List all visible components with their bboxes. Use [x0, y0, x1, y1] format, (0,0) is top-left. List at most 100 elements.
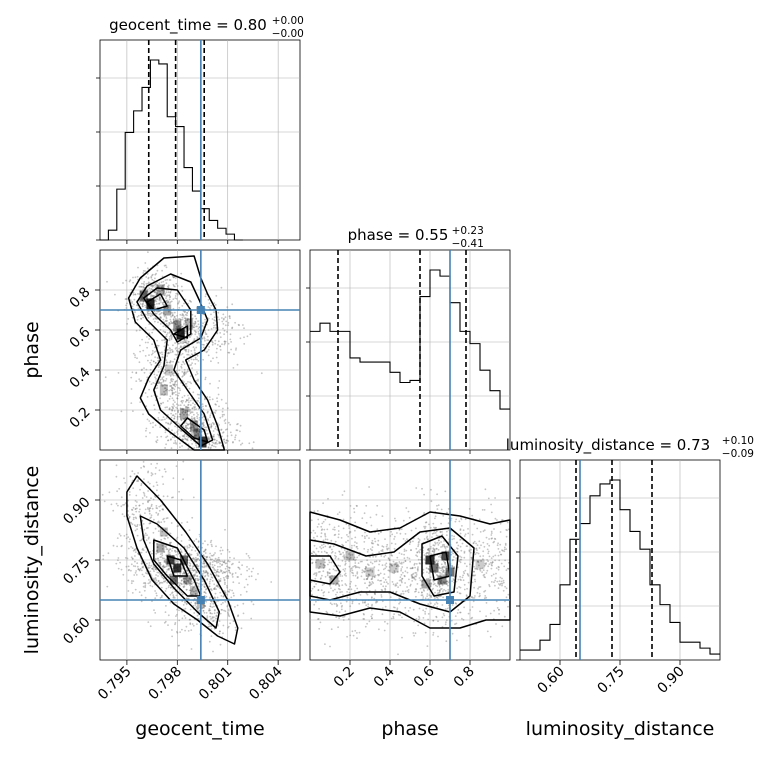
scatter-point — [322, 520, 325, 523]
scatter-point — [167, 439, 169, 442]
scatter-point — [194, 559, 197, 562]
scatter-point — [495, 572, 497, 575]
scatter-point — [327, 591, 330, 594]
scatter-point — [189, 430, 191, 433]
scatter-point — [378, 551, 380, 553]
scatter-point — [173, 392, 176, 394]
scatter-point — [313, 510, 316, 513]
scatter-point — [428, 553, 430, 555]
scatter-point — [175, 594, 178, 597]
scatter-point — [437, 504, 440, 507]
scatter-point — [203, 550, 206, 553]
scatter-point — [446, 530, 448, 533]
scatter-point — [150, 395, 153, 397]
scatter-point — [182, 361, 185, 364]
scatter-point — [376, 600, 379, 603]
scatter-point — [390, 530, 392, 533]
scatter-point — [167, 550, 170, 553]
scatter-point — [201, 337, 204, 340]
scatter-point — [408, 578, 410, 581]
scatter-point — [211, 612, 213, 615]
scatter-point — [154, 376, 157, 379]
scatter-point — [138, 568, 141, 571]
scatter-point — [169, 532, 172, 535]
scatter-point — [195, 570, 198, 573]
scatter-point — [180, 365, 183, 368]
scatter-point — [170, 573, 173, 576]
scatter-point — [131, 305, 134, 308]
scatter-point — [154, 527, 157, 530]
scatter-point — [177, 293, 179, 296]
scatter-point — [235, 429, 238, 432]
scatter-point — [168, 552, 171, 554]
scatter-point — [169, 422, 172, 425]
scatter-point — [394, 520, 397, 522]
scatter-point — [155, 441, 158, 444]
scatter-point — [174, 380, 177, 383]
scatter-point — [179, 404, 182, 407]
scatter-point — [177, 644, 180, 647]
scatter-point — [150, 359, 153, 362]
scatter-point — [134, 565, 137, 568]
scatter-point — [348, 565, 351, 568]
scatter-point — [159, 381, 161, 384]
scatter-point — [183, 394, 186, 397]
scatter-point — [456, 591, 459, 593]
scatter-point — [169, 361, 172, 364]
scatter-point — [193, 348, 196, 350]
scatter-point — [201, 416, 204, 419]
scatter-point — [168, 584, 170, 587]
scatter-point — [181, 438, 184, 441]
scatter-point — [145, 368, 148, 371]
scatter-point — [441, 568, 444, 571]
scatter-point — [434, 515, 437, 518]
scatter-point — [215, 441, 217, 444]
scatter-point — [310, 519, 313, 522]
scatter-point — [166, 435, 169, 438]
scatter-point — [155, 350, 158, 353]
scatter-point — [191, 567, 194, 570]
scatter-point — [197, 541, 200, 543]
scatter-point — [153, 408, 156, 411]
scatter-point — [120, 496, 123, 499]
scatter-point — [331, 603, 333, 606]
scatter-point — [159, 378, 162, 381]
scatter-point — [457, 609, 460, 611]
scatter-point — [192, 564, 195, 567]
scatter-point — [147, 359, 149, 362]
scatter-point — [222, 318, 225, 321]
scatter-point — [162, 325, 165, 328]
scatter-point — [147, 481, 150, 483]
scatter-point — [248, 556, 251, 559]
scatter-point — [167, 286, 170, 288]
scatter-point — [132, 513, 135, 516]
scatter-point — [157, 310, 159, 313]
scatter-point — [335, 610, 338, 613]
scatter-point — [145, 429, 147, 432]
scatter-point — [131, 557, 134, 560]
scatter-point — [440, 563, 443, 566]
scatter-point — [332, 568, 335, 571]
scatter-point — [372, 555, 374, 558]
scatter-point — [412, 608, 415, 611]
scatter-point — [149, 295, 152, 298]
scatter-point — [183, 348, 186, 351]
scatter-point — [186, 439, 188, 441]
scatter-point — [159, 505, 162, 507]
scatter-point — [392, 560, 395, 563]
scatter-point — [442, 596, 444, 599]
scatter-point — [214, 339, 217, 342]
scatter-point — [161, 302, 164, 304]
scatter-point — [432, 522, 435, 525]
scatter-point — [163, 621, 166, 624]
scatter-point — [194, 406, 197, 408]
scatter-point — [409, 541, 412, 544]
scatter-point — [346, 596, 349, 599]
scatter-point — [167, 324, 169, 327]
scatter-point — [232, 441, 234, 443]
scatter-point — [179, 341, 182, 343]
scatter-point — [181, 445, 184, 447]
scatter-point — [321, 522, 324, 525]
scatter-point — [210, 425, 213, 428]
scatter-point — [139, 350, 142, 353]
